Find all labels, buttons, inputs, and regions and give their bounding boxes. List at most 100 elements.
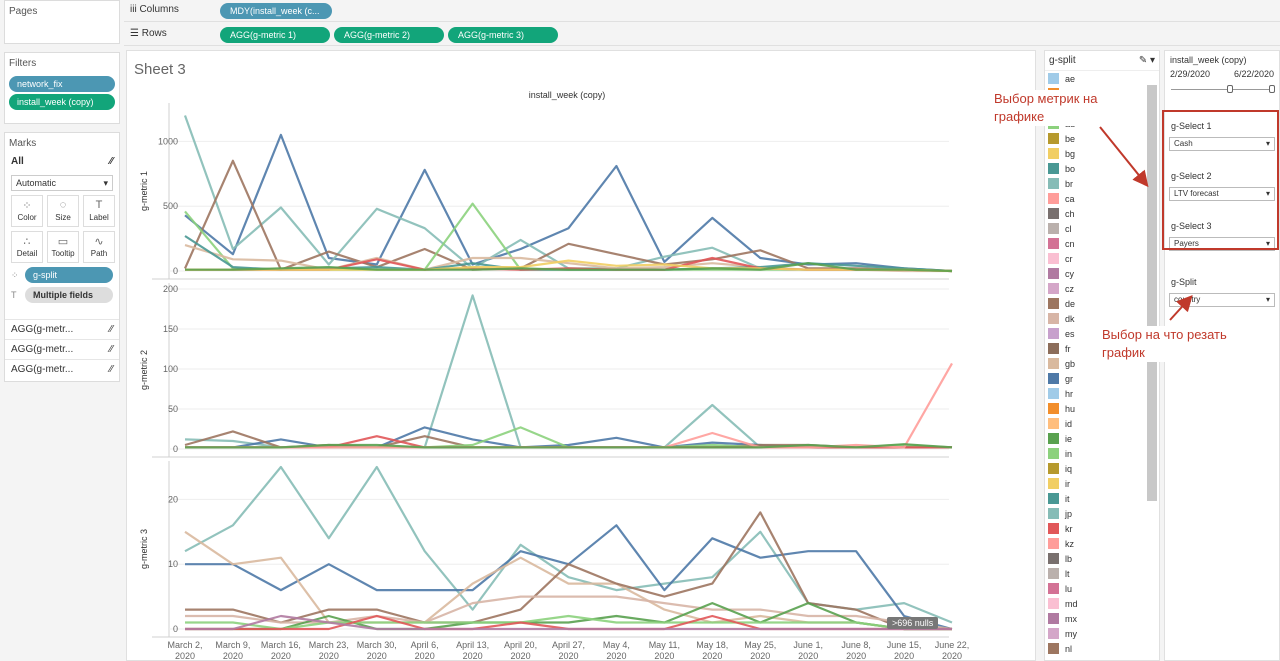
- color-button[interactable]: ⁘ Color: [11, 195, 43, 227]
- legend-item[interactable]: be: [1045, 131, 1159, 146]
- legend-swatch: [1048, 193, 1059, 204]
- legend-item[interactable]: br: [1045, 176, 1159, 191]
- slider-start-handle[interactable]: [1227, 85, 1233, 93]
- annotation-metrics-line-2: графике: [994, 109, 1045, 124]
- legend-swatch: [1048, 358, 1059, 369]
- legend-item[interactable]: in: [1045, 446, 1159, 461]
- rows-pill-1[interactable]: AGG(g-metric 1): [220, 27, 330, 43]
- select-2-dropdown[interactable]: LTV forecast ▾: [1169, 187, 1275, 201]
- series-line: [184, 465, 953, 624]
- label-button[interactable]: T Label: [83, 195, 115, 227]
- legend-item[interactable]: my: [1045, 626, 1159, 641]
- legend-item[interactable]: ie: [1045, 431, 1159, 446]
- legend-item[interactable]: lb: [1045, 551, 1159, 566]
- legend-item[interactable]: cr: [1045, 251, 1159, 266]
- legend-scrollbar[interactable]: [1147, 85, 1157, 501]
- legend-swatch: [1048, 598, 1059, 609]
- legend-label: dk: [1065, 313, 1075, 324]
- legend-item[interactable]: ch: [1045, 206, 1159, 221]
- marks-title: Marks: [9, 138, 37, 149]
- size-button[interactable]: ◌ Size: [47, 195, 79, 227]
- path-button[interactable]: ∿ Path: [83, 231, 115, 263]
- series-line: [185, 259, 953, 273]
- legend-item[interactable]: it: [1045, 491, 1159, 506]
- legend-item[interactable]: dk: [1045, 311, 1159, 326]
- legend-label: hr: [1065, 388, 1074, 399]
- legend-item[interactable]: fr: [1045, 341, 1159, 356]
- legend-item[interactable]: hr: [1045, 386, 1159, 401]
- legend-label: lt: [1065, 568, 1070, 579]
- rows-pill-3[interactable]: AGG(g-metric 3): [448, 27, 558, 43]
- split-value: country: [1174, 295, 1201, 304]
- legend-label: kz: [1065, 538, 1074, 549]
- color-field-pill[interactable]: g-split: [25, 267, 113, 283]
- legend-item[interactable]: jp: [1045, 506, 1159, 521]
- select-1-dropdown[interactable]: Cash ▾: [1169, 137, 1275, 151]
- date-range-slider[interactable]: [1171, 85, 1275, 93]
- color-button-label: Color: [17, 213, 37, 222]
- legend-label: br: [1065, 178, 1074, 189]
- filter-pill-install-week[interactable]: install_week (copy): [9, 94, 115, 110]
- y-tick-label: 150: [163, 324, 178, 334]
- x-tick-label: May 11, 2020: [649, 640, 680, 661]
- legend-item[interactable]: ca: [1045, 191, 1159, 206]
- x-tick-label: June 15, 2020: [887, 640, 922, 661]
- pages-title: Pages: [9, 6, 38, 17]
- agg-row-1[interactable]: AGG(g-metr... ⁄⁄: [5, 319, 119, 339]
- mark-type-dropdown[interactable]: Automatic ▾: [11, 175, 113, 191]
- legend-label: in: [1065, 448, 1073, 459]
- legend-item[interactable]: kz: [1045, 536, 1159, 551]
- x-tick-label: March 2, 2020: [167, 640, 202, 661]
- select-3-dropdown[interactable]: Payers ▾: [1169, 237, 1275, 251]
- legend-item[interactable]: md: [1045, 596, 1159, 611]
- size-button-label: Size: [55, 213, 71, 222]
- legend-label: es: [1065, 328, 1075, 339]
- legend-item[interactable]: nl: [1045, 641, 1159, 656]
- legend-swatch: [1048, 568, 1059, 579]
- legend-item[interactable]: bo: [1045, 161, 1159, 176]
- legend-item[interactable]: es: [1045, 326, 1159, 341]
- legend-item[interactable]: ir: [1045, 476, 1159, 491]
- legend-items: aeaubebgbobrcachclcncrcyczdedkesfrgbgrhr…: [1045, 71, 1159, 656]
- legend-item[interactable]: bg: [1045, 146, 1159, 161]
- y-tick-label: 200: [163, 284, 178, 294]
- legend-item[interactable]: iq: [1045, 461, 1159, 476]
- legend-item[interactable]: cl: [1045, 221, 1159, 236]
- legend-label: id: [1065, 418, 1073, 429]
- legend-item[interactable]: ae: [1045, 71, 1159, 86]
- agg-row-2[interactable]: AGG(g-metr... ⁄⁄: [5, 339, 119, 359]
- series-line: [184, 235, 953, 273]
- label-field-pill[interactable]: Multiple fields: [25, 287, 113, 303]
- slider-end-handle[interactable]: [1269, 85, 1275, 93]
- legend-item[interactable]: de: [1045, 296, 1159, 311]
- series-line: [185, 614, 952, 631]
- nulls-indicator[interactable]: >696 nulls: [887, 617, 939, 629]
- legend-item[interactable]: cn: [1045, 236, 1159, 251]
- legend-label: hu: [1065, 403, 1076, 414]
- marks-all-row[interactable]: All ⁄⁄: [5, 154, 119, 169]
- legend-item[interactable]: lu: [1045, 581, 1159, 596]
- agg-row-3[interactable]: AGG(g-metr... ⁄⁄: [5, 359, 119, 379]
- legend-item[interactable]: kr: [1045, 521, 1159, 536]
- legend-item[interactable]: hu: [1045, 401, 1159, 416]
- y-tick-label: 0: [173, 444, 178, 454]
- legend-item[interactable]: cy: [1045, 266, 1159, 281]
- legend-swatch: [1048, 328, 1059, 339]
- highlight-icon[interactable]: ✎ ▾: [1138, 55, 1155, 66]
- legend-item[interactable]: gb: [1045, 356, 1159, 371]
- series-line: [183, 159, 953, 273]
- split-dropdown[interactable]: country ▾: [1169, 293, 1275, 307]
- legend-item[interactable]: gr: [1045, 371, 1159, 386]
- detail-button[interactable]: ∴ Detail: [11, 231, 43, 263]
- legend-swatch: [1048, 313, 1059, 324]
- legend-item[interactable]: lt: [1045, 566, 1159, 581]
- legend-item[interactable]: cz: [1045, 281, 1159, 296]
- legend-item[interactable]: id: [1045, 416, 1159, 431]
- legend-label: md: [1065, 598, 1078, 609]
- filter-pill-network-fix[interactable]: network_fix: [9, 76, 115, 92]
- columns-pill[interactable]: MDY(install_week (c...: [220, 3, 332, 19]
- legend-item[interactable]: mx: [1045, 611, 1159, 626]
- tooltip-button[interactable]: ▭ Tooltip: [47, 231, 79, 263]
- rows-pill-2[interactable]: AGG(g-metric 2): [334, 27, 444, 43]
